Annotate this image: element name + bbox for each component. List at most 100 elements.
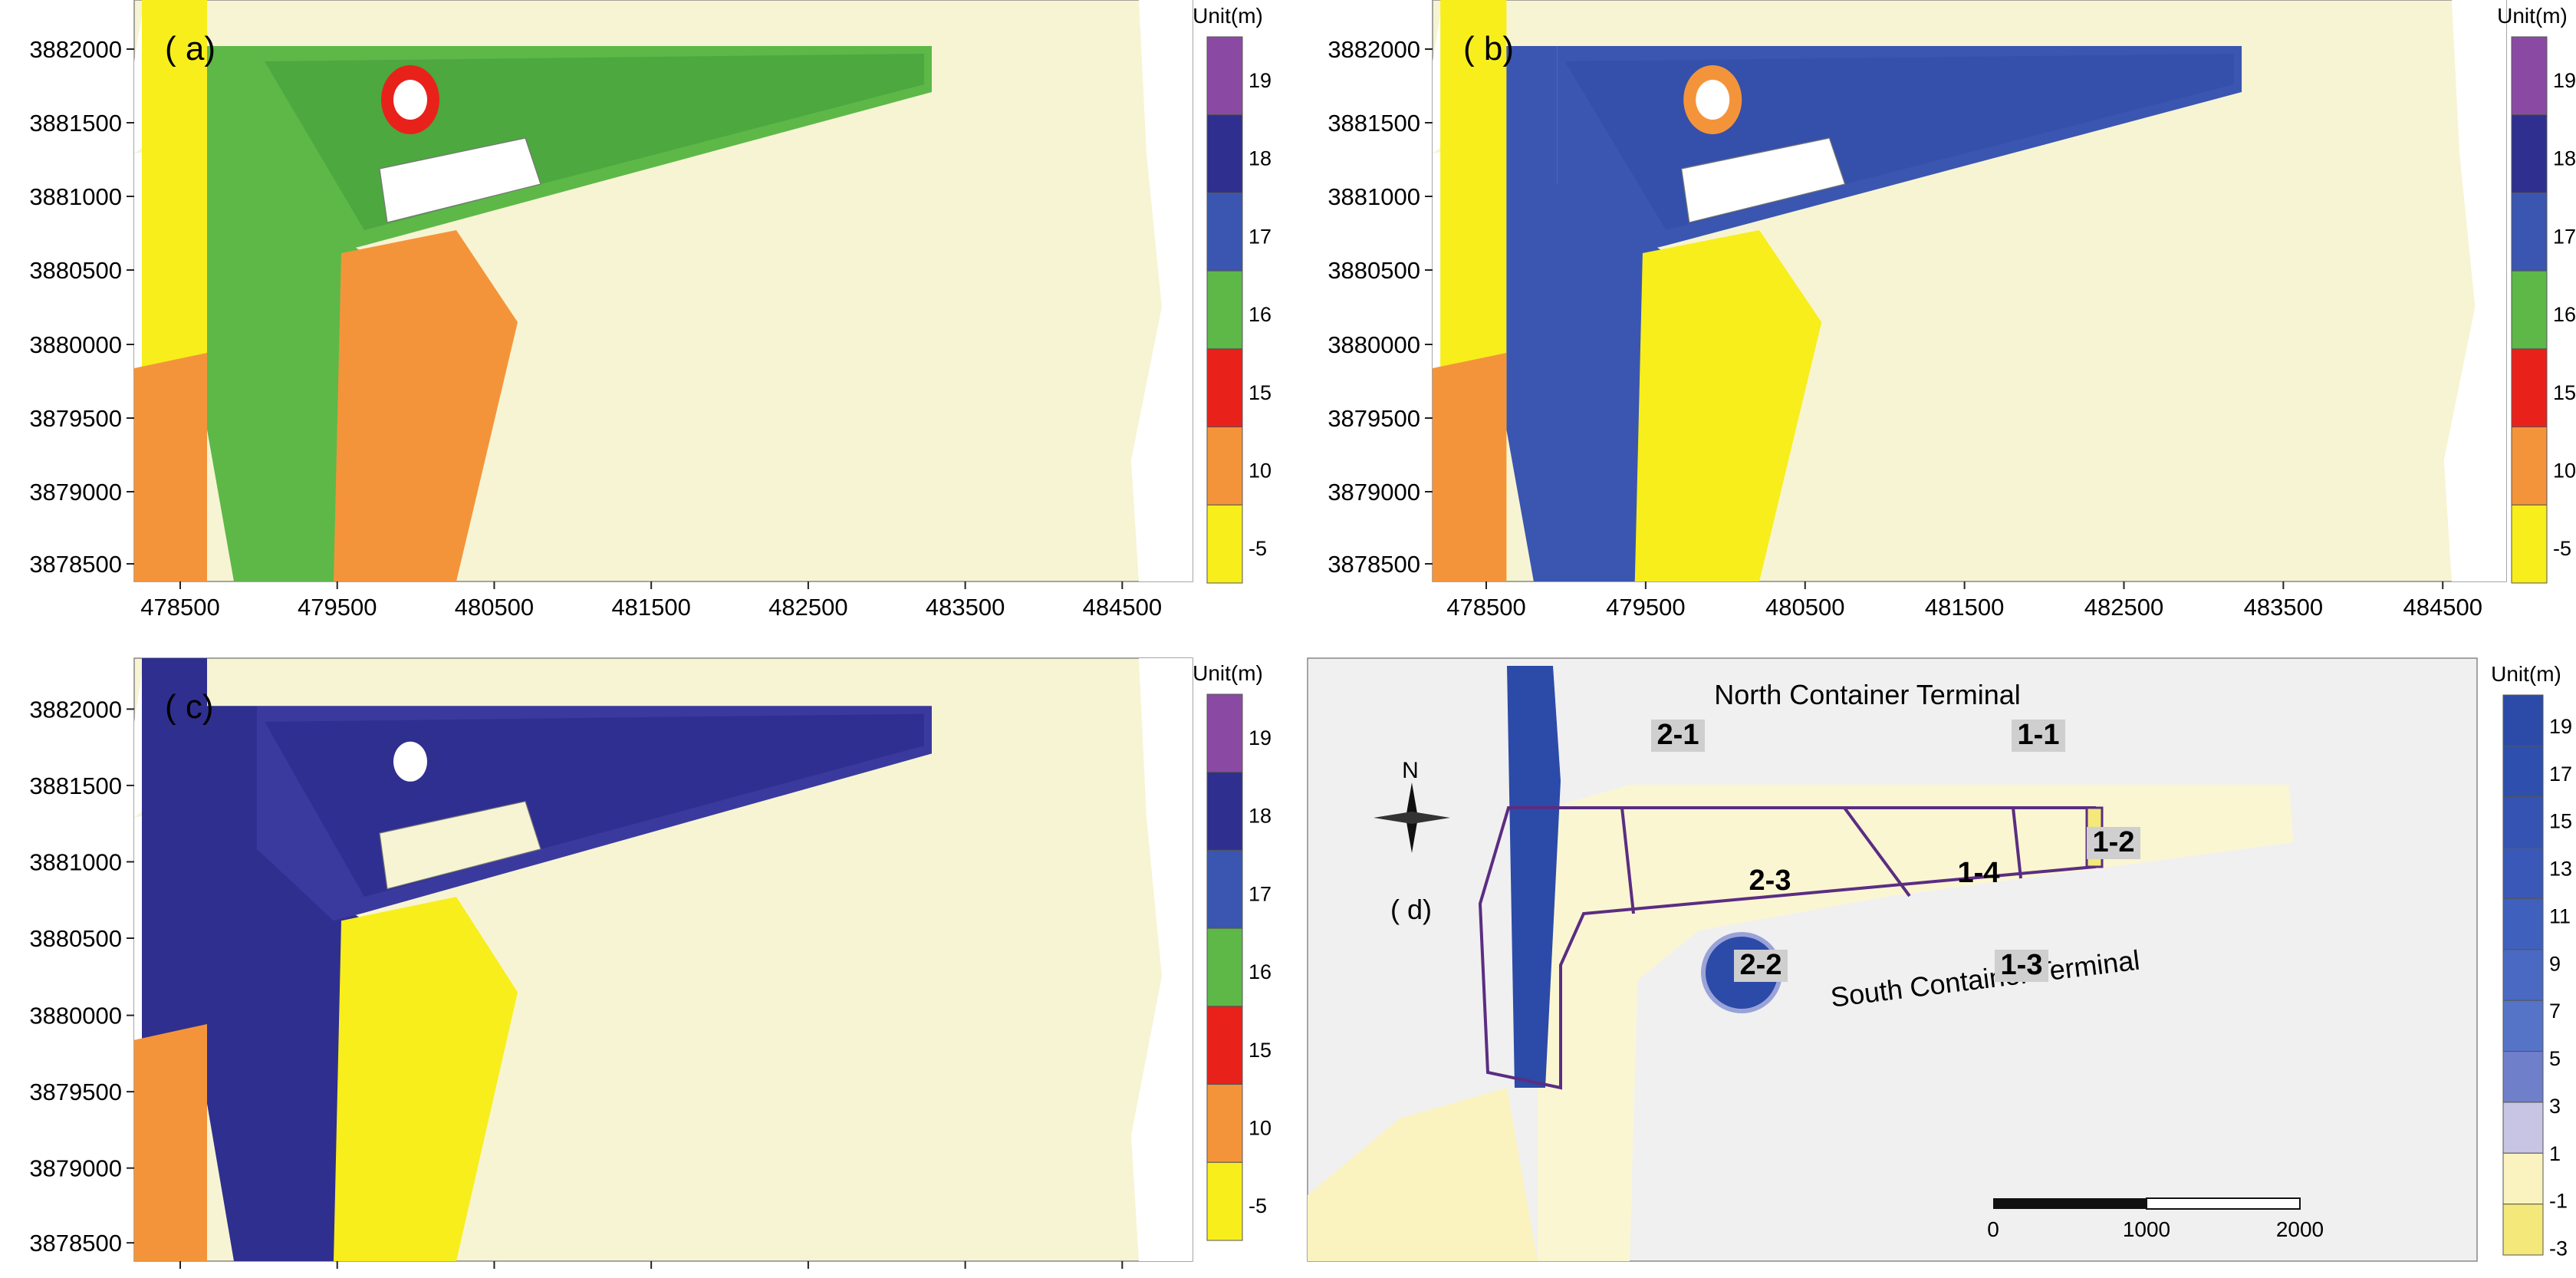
x-tick-label: 480500 <box>455 594 534 621</box>
legend-label: 16 <box>2553 303 2576 326</box>
legend-label: -5 <box>1249 537 1267 560</box>
y-tick-label: 3880000 <box>29 1003 122 1029</box>
y-tick-label: 3882000 <box>29 36 122 63</box>
x-tick-label: 483500 <box>2244 594 2323 621</box>
legend-label: 18 <box>1249 147 1272 170</box>
legend-a: Unit(m) 19 18 17 16 15 10 -5 <box>1193 4 1272 584</box>
x-tick-label: 478500 <box>1446 594 1525 621</box>
legend-label: 3 <box>2549 1095 2561 1118</box>
x-tick-label: 482500 <box>768 594 847 621</box>
map-c <box>133 657 1193 1262</box>
axes-c: 3882000 3881500 3881000 3880500 3880000 38795… <box>29 696 1162 1278</box>
north-label: N <box>1402 758 1419 783</box>
y-tick-label: 3880500 <box>29 925 122 952</box>
north-terminal-label: North Container Terminal <box>1714 679 2021 710</box>
legend-d: Unit(m) 19 17 15 13 11 9 7 5 3 1 -1 -3 <box>2491 662 2572 1260</box>
x-tick-label: 478500 <box>140 1273 219 1278</box>
x-tick-label: 483500 <box>926 1273 1005 1278</box>
zone-divider <box>1843 806 1911 898</box>
legend-swatch <box>2502 745 2544 798</box>
x-tick-label: 478500 <box>140 594 219 621</box>
south-shoal <box>1634 230 1822 581</box>
x-tick-label: 479500 <box>298 1273 377 1278</box>
panel-label-d: ( d) <box>1390 894 1432 925</box>
legend-label: 15 <box>1249 1039 1272 1062</box>
y-tick-label: 3881000 <box>1327 183 1420 210</box>
legend-label: 15 <box>2549 810 2572 833</box>
map-b <box>1432 0 2507 582</box>
scale-label: 2000 <box>2276 1217 2324 1241</box>
southwest-shoal <box>1433 353 1507 581</box>
scale-bar <box>2146 1197 2301 1210</box>
legend-swatch <box>2511 504 2548 584</box>
south-shoal <box>334 230 518 581</box>
zone-divider <box>1620 807 1635 914</box>
legend-label: 1 <box>2549 1142 2561 1165</box>
scale-label: 0 <box>1987 1217 1999 1241</box>
legend-label: -1 <box>2549 1190 2568 1213</box>
shallow-sw <box>1308 1088 1538 1261</box>
southwest-shoal <box>134 1023 207 1261</box>
legend-swatch <box>2502 694 2544 746</box>
y-tick-label: 3879000 <box>29 1155 122 1182</box>
legend-unit: Unit(m) <box>1193 4 1263 28</box>
legend-swatch <box>2502 898 2544 950</box>
zone-label: 2-1 <box>1657 719 1699 751</box>
legend-label: 16 <box>1249 303 1272 326</box>
x-tick-label: 479500 <box>1606 594 1685 621</box>
y-tick-label: 3879500 <box>29 405 122 432</box>
island <box>393 741 427 782</box>
legend-swatch <box>1206 348 1243 428</box>
legend-swatch <box>2511 427 2548 506</box>
x-tick-label: 482500 <box>768 1273 847 1278</box>
y-tick-label: 3881000 <box>29 848 122 875</box>
legend-swatch <box>2511 270 2548 350</box>
legend-label: -5 <box>2553 537 2571 560</box>
y-tick-label: 3878500 <box>29 551 122 578</box>
south-terminal <box>379 137 541 223</box>
y-tick-label: 3881500 <box>29 110 122 137</box>
zone-label-bg <box>1734 950 1788 982</box>
legend-b: Unit(m) 19 18 17 16 15 10 -5 <box>2497 4 2576 584</box>
zone-label-bg <box>1995 950 2048 982</box>
legend-swatch <box>1206 192 1243 272</box>
compass-icon <box>1374 812 1450 824</box>
legend-swatch <box>2511 114 2548 193</box>
x-tick-label: 481500 <box>611 594 690 621</box>
legend-label: 10 <box>1249 1117 1272 1140</box>
legend-swatch <box>2502 796 2544 848</box>
legend-label: 10 <box>2553 459 2576 483</box>
legend-label: -3 <box>2549 1237 2568 1260</box>
x-tick-label: 480500 <box>455 1273 534 1278</box>
legend-c: Unit(m) 19 18 17 16 15 10 -5 <box>1193 661 1272 1241</box>
legend-label: 17 <box>2549 763 2572 786</box>
legend-label: 10 <box>1249 459 1272 483</box>
zone-divider <box>2012 807 2022 879</box>
legend-swatch <box>2502 1152 2544 1205</box>
legend-label: 17 <box>1249 882 1272 905</box>
legend-swatch <box>1206 693 1243 773</box>
legend-label: 5 <box>2549 1047 2561 1070</box>
y-tick-label: 3880500 <box>29 257 122 284</box>
legend-label: 13 <box>2549 858 2572 881</box>
x-tick-label: 483500 <box>926 594 1005 621</box>
map-a <box>133 0 1193 582</box>
legend-swatch <box>1206 849 1243 929</box>
scale-bar <box>1993 1198 2147 1209</box>
approach-channel <box>207 706 364 1261</box>
legend-unit: Unit(m) <box>2491 662 2561 686</box>
legend-label: -5 <box>1249 1194 1267 1217</box>
legend-unit: Unit(m) <box>2497 4 2568 28</box>
legend-label: 11 <box>2549 904 2571 927</box>
axes-b: 3882000 3881500 3881000 3880500 3880000 38795… <box>1327 36 2482 621</box>
legend-swatch <box>1206 36 1243 116</box>
zone-label: 1-3 <box>2001 949 2043 981</box>
zone-label-bg <box>2087 827 2140 859</box>
south-terminal <box>1680 137 1846 223</box>
zone-label: 2-2 <box>1740 949 1782 981</box>
legend-swatch <box>2511 348 2548 428</box>
y-tick-label: 3882000 <box>1327 36 1420 63</box>
panel-label-b: ( b) <box>1463 30 1514 68</box>
x-tick-label: 484500 <box>1083 1273 1162 1278</box>
legend-swatch <box>2502 1000 2544 1052</box>
